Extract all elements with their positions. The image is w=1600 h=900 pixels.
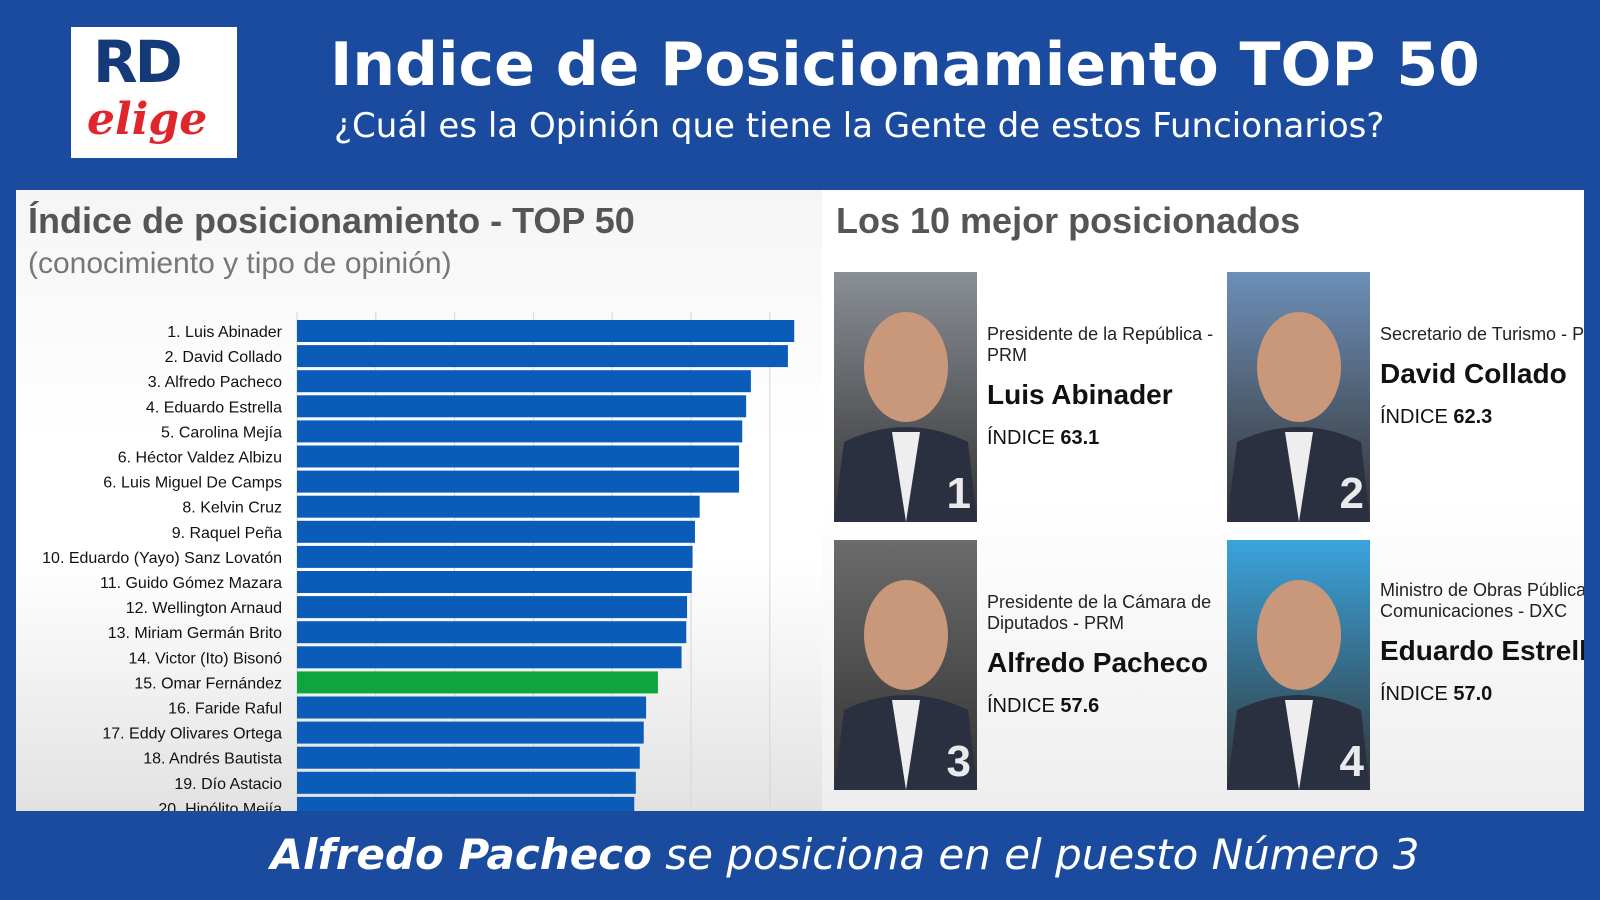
top-card: 3 Presidente de la Cámara de Diputados -… [834, 540, 1214, 790]
footer-name: Alfredo Pacheco [270, 830, 652, 879]
bar-label: 15. Omar Fernández [134, 675, 282, 692]
footer-text: se posiciona en el puesto Número 3 [651, 830, 1420, 879]
index-label: ÍNDICE [987, 427, 1055, 449]
top-card: 1 Presidente de la República - PRM Luis … [834, 272, 1214, 522]
person-role: Ministro de Obras Públicas y Comunicacio… [1380, 580, 1584, 621]
person-silhouette-icon [1227, 312, 1370, 522]
bar [297, 596, 688, 619]
person-name: Luis Abinader [987, 379, 1173, 410]
bar-label: 10. Eduardo (Yayo) Sanz Lovatón [42, 550, 282, 567]
bar-label: 17. Eddy Olivares Ortega [102, 726, 282, 743]
bar [297, 520, 695, 543]
person-index: ÍNDICE 63.1 [987, 426, 1247, 450]
bar [297, 470, 740, 493]
bar-label: 5. Carolina Mejía [161, 424, 282, 441]
bar-label: 13. Miriam Germán Brito [108, 625, 282, 642]
bar [297, 746, 640, 769]
bar-label: 2. David Collado [165, 349, 283, 366]
bar-label: 16. Faride Raful [168, 701, 282, 718]
bar-label: 6. Luis Miguel De Camps [103, 475, 282, 492]
bar [297, 345, 788, 368]
person-silhouette-icon [834, 580, 977, 790]
bar [297, 370, 751, 393]
index-label: ÍNDICE [1380, 406, 1448, 428]
rd-elige-logo: RD elige [71, 27, 237, 158]
person-role: Presidente de la Cámara de Diputados - P… [987, 592, 1212, 633]
chart-title: Índice de posicionamiento - TOP 50 [28, 200, 635, 241]
bar [297, 771, 636, 794]
person-name: Alfredo Pacheco [987, 647, 1208, 678]
rank-number: 1 [946, 469, 971, 518]
logo-text-rd: RD [93, 28, 183, 96]
page-subtitle: ¿Cuál es la Opinión que tiene la Gente d… [334, 106, 1385, 146]
person-info: Presidente de la República - PRM Luis Ab… [987, 324, 1247, 450]
index-value: 57.0 [1453, 683, 1493, 705]
top-title: Los 10 mejor posicionados [836, 200, 1301, 241]
top-card: 2 Secretario de Turismo - PRM David Coll… [1227, 272, 1584, 522]
bar [297, 495, 700, 518]
top-ranked-panel: Los 10 mejor posicionados 1 Presidente d… [822, 190, 1584, 811]
index-value: 62.3 [1453, 406, 1493, 428]
bar-label: 18. Andrés Bautista [143, 751, 282, 768]
person-index: ÍNDICE 62.3 [1380, 405, 1584, 429]
top-card: 4 Ministro de Obras Públicas y Comunicac… [1227, 540, 1584, 790]
bar [297, 721, 644, 744]
portrait-photo: 2 [1227, 272, 1370, 522]
bar-label: 20. Hipólito Mejía [158, 801, 282, 811]
rank-number: 2 [1339, 469, 1364, 518]
portrait-photo: 4 [1227, 540, 1370, 790]
chart-panel: Índice de posicionamiento - TOP 50 (cono… [16, 190, 822, 811]
bar-label: 4. Eduardo Estrella [146, 399, 282, 416]
person-name: David Collado [1380, 358, 1567, 389]
bar-label: 19. Dío Astacio [174, 776, 282, 793]
person-silhouette-icon [834, 312, 977, 522]
person-name: Eduardo Estrella [1380, 635, 1584, 666]
footer-caption: Alfredo Pacheco se posiciona en el puest… [0, 830, 1600, 880]
index-label: ÍNDICE [1380, 683, 1448, 705]
bar [297, 395, 747, 418]
person-index: ÍNDICE 57.0 [1380, 682, 1584, 706]
bar-label: 8. Kelvin Cruz [182, 500, 282, 517]
bar-chart: 1. Luis Abinader 2. David Collado 3. Alfre… [42, 312, 795, 811]
rank-number: 4 [1339, 737, 1364, 786]
bar-label: 6. Héctor Valdez Albizu [118, 450, 282, 467]
portrait-photo: 3 [834, 540, 977, 790]
person-info: Secretario de Turismo - PRM David Collad… [1380, 324, 1584, 429]
index-value: 57.6 [1060, 695, 1100, 717]
rank-number: 3 [946, 737, 971, 786]
page-title: Indice de Posicionamiento TOP 50 [330, 30, 1480, 100]
index-value: 63.1 [1060, 427, 1100, 449]
logo-text-elige: elige [87, 94, 208, 145]
person-role: Presidente de la República - PRM [987, 324, 1214, 365]
content-panel: Índice de posicionamiento - TOP 50 (cono… [16, 190, 1584, 811]
bar [297, 796, 635, 811]
bar [297, 545, 693, 568]
bar-label: 14. Victor (Ito) Bisonó [128, 650, 282, 667]
portrait-photo: 1 [834, 272, 977, 522]
bar-label: 11. Guido Gómez Mazara [100, 575, 282, 592]
bar [297, 646, 682, 669]
bar [297, 621, 687, 644]
bar [297, 671, 658, 694]
person-info: Ministro de Obras Públicas y Comunicacio… [1380, 580, 1584, 706]
person-info: Presidente de la Cámara de Diputados - P… [987, 592, 1247, 718]
bar-label: 9. Raquel Peña [172, 525, 282, 542]
chart-subtitle: (conocimiento y tipo de opinión) [28, 247, 452, 280]
bar [297, 571, 692, 593]
bar-label: 12. Wellington Arnaud [126, 600, 282, 617]
bar [297, 445, 740, 468]
bar-label: 1. Luis Abinader [167, 324, 282, 341]
bar [297, 320, 795, 342]
person-index: ÍNDICE 57.6 [987, 694, 1247, 718]
person-role: Secretario de Turismo - PRM [1380, 324, 1584, 344]
bar [297, 420, 743, 443]
bar [297, 696, 647, 719]
index-label: ÍNDICE [987, 695, 1055, 717]
bar-label: 3. Alfredo Pacheco [148, 374, 282, 391]
person-silhouette-icon [1227, 580, 1370, 790]
